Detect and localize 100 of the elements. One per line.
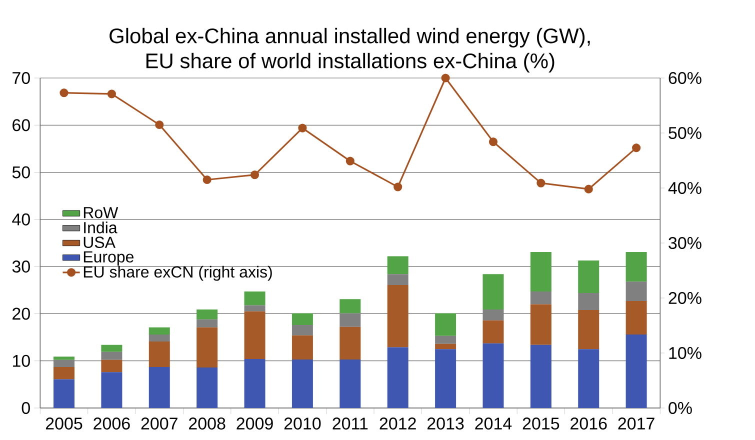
x-tick-label: 2016 <box>570 418 607 430</box>
x-tick-label: 2012 <box>380 418 416 430</box>
bar <box>292 325 313 336</box>
x-tick-label: 2013 <box>427 418 464 430</box>
chart-subtitle: EU share of world installations ex-China (%) <box>146 52 554 72</box>
bar <box>340 326 361 360</box>
bar <box>482 320 504 344</box>
bar <box>578 292 600 310</box>
point <box>584 184 593 194</box>
x-tick-label: 2017 <box>618 418 654 430</box>
y-tick-label: 10 <box>13 354 30 367</box>
y-tick-label: 0 <box>22 402 30 414</box>
legend-label: India <box>84 222 118 234</box>
bar <box>148 327 170 334</box>
bar <box>101 360 122 372</box>
bar <box>101 344 122 352</box>
bar <box>435 344 456 350</box>
bar <box>292 335 313 360</box>
bar <box>196 327 218 368</box>
bar <box>530 304 552 345</box>
bar <box>387 347 408 408</box>
bar <box>101 352 122 360</box>
point <box>298 124 307 132</box>
y-tick-label: 60 <box>12 119 30 132</box>
point <box>250 170 260 180</box>
point <box>346 156 354 166</box>
bar <box>244 292 266 306</box>
point <box>107 90 116 98</box>
bar <box>435 313 456 336</box>
y2-tick-label: 30% <box>668 236 702 250</box>
point <box>155 120 164 130</box>
bar <box>626 334 647 408</box>
x-tick-label: 2009 <box>236 418 273 430</box>
point <box>202 175 212 184</box>
bar <box>340 359 361 408</box>
y-tick-label: 70 <box>12 72 30 84</box>
point <box>536 178 546 188</box>
bar <box>244 358 266 408</box>
y2-tick-label: 20% <box>668 292 702 304</box>
bar <box>148 334 170 342</box>
y2-tick-label: 0% <box>668 402 692 414</box>
y-tick-label: 30 <box>12 260 30 273</box>
bar <box>387 274 408 285</box>
bar <box>530 252 552 292</box>
bar <box>435 336 456 344</box>
bar <box>626 282 647 301</box>
y2-tick-label: 10% <box>669 346 702 360</box>
bar <box>387 256 408 274</box>
bar <box>148 342 170 367</box>
bar <box>101 372 122 408</box>
x-tick-label: 2008 <box>189 418 226 430</box>
bar <box>578 260 600 293</box>
x-tick-label: 2014 <box>475 418 512 430</box>
bar <box>578 349 600 408</box>
bar <box>54 379 75 408</box>
bar <box>626 252 647 282</box>
bar <box>54 356 75 360</box>
bar <box>244 311 266 359</box>
bar <box>292 359 313 408</box>
bar <box>530 292 552 304</box>
bar <box>340 313 361 327</box>
legend-label: RoW <box>84 207 118 218</box>
bar <box>435 349 456 408</box>
bar <box>196 367 218 408</box>
bar <box>148 366 170 408</box>
x-tick-label: 2007 <box>141 418 178 430</box>
bar <box>54 366 75 380</box>
x-tick-label: 2006 <box>94 418 130 430</box>
point <box>394 182 402 192</box>
x-tick-label: 2015 <box>522 418 560 430</box>
point <box>441 74 450 82</box>
bar <box>482 309 504 320</box>
y2-tick-label: 60% <box>668 72 702 84</box>
point <box>632 144 641 152</box>
bar <box>578 310 600 350</box>
bar <box>626 300 647 334</box>
legend-label: USA <box>84 236 116 248</box>
bar <box>54 360 75 367</box>
bar <box>196 319 218 328</box>
bar <box>244 305 266 312</box>
y-tick-label: 40 <box>12 213 30 226</box>
y-tick-label: 50 <box>12 166 30 178</box>
y2-tick-label: 50% <box>668 126 702 140</box>
point <box>488 138 498 146</box>
point <box>60 88 68 98</box>
legend-label: Europe <box>84 251 134 266</box>
bar <box>292 313 313 326</box>
x-tick-label: 2011 <box>332 418 368 430</box>
x-tick-label: 2010 <box>284 418 321 430</box>
y-tick-label: 20 <box>12 308 30 320</box>
y2-tick-label: 40% <box>668 182 702 194</box>
bar <box>340 299 361 314</box>
x-tick-label: 2005 <box>46 418 82 430</box>
bar <box>387 284 408 348</box>
bar <box>482 274 504 310</box>
bar <box>196 309 218 320</box>
chart-title: Global ex-China annual installed wind energy (GW), <box>110 28 590 48</box>
legend-label: EU share exCN (right axis) <box>84 266 272 281</box>
bar <box>482 343 504 408</box>
bar <box>530 344 552 408</box>
